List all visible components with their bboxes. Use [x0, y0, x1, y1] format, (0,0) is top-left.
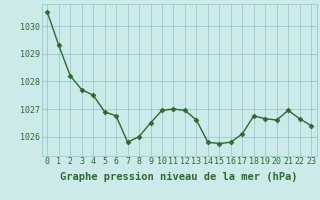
- X-axis label: Graphe pression niveau de la mer (hPa): Graphe pression niveau de la mer (hPa): [60, 172, 298, 182]
